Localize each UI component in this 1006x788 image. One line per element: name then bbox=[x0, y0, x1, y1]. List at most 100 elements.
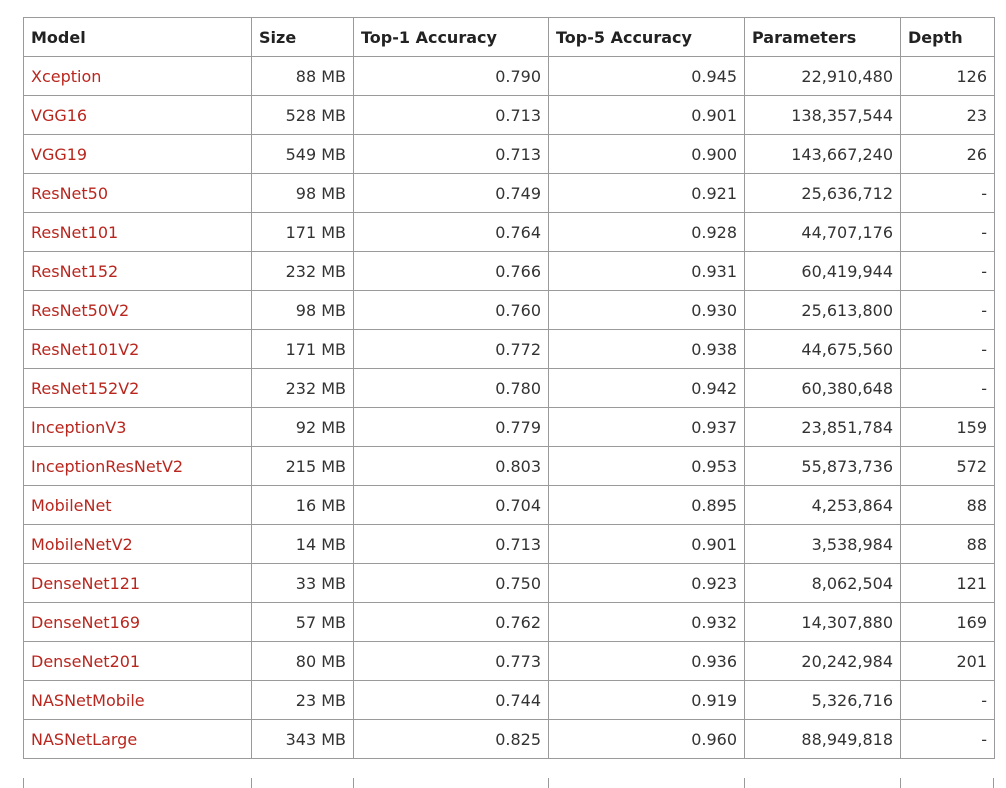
cell: 23 bbox=[900, 95, 995, 135]
cell: 171 MB bbox=[251, 329, 354, 369]
cell: 121 bbox=[900, 563, 995, 603]
model-link[interactable]: MobileNetV2 bbox=[23, 524, 252, 564]
table-row: MobileNet 16 MB 0.704 0.895 4,253,864 88 bbox=[23, 485, 995, 525]
table-row: InceptionV3 92 MB 0.779 0.937 23,851,784 159 bbox=[23, 407, 995, 447]
cell: 0.931 bbox=[548, 251, 745, 291]
model-link[interactable]: DenseNet169 bbox=[23, 602, 252, 642]
model-link[interactable]: InceptionResNetV2 bbox=[23, 446, 252, 486]
cell: 343 MB bbox=[251, 719, 354, 759]
cell: 143,667,240 bbox=[744, 134, 901, 174]
model-link[interactable]: DenseNet201 bbox=[23, 641, 252, 681]
model-link[interactable]: ResNet50V2 bbox=[23, 290, 252, 330]
model-link[interactable]: VGG16 bbox=[23, 95, 252, 135]
cell: 25,613,800 bbox=[744, 290, 901, 330]
cell: 0.901 bbox=[548, 524, 745, 564]
cell: 0.772 bbox=[353, 329, 549, 369]
cell: 25,636,712 bbox=[744, 173, 901, 213]
cell: 60,419,944 bbox=[744, 251, 901, 291]
model-link[interactable]: ResNet50 bbox=[23, 173, 252, 213]
cell: - bbox=[900, 212, 995, 252]
cell: 0.780 bbox=[353, 368, 549, 408]
cell: 88,949,818 bbox=[744, 719, 901, 759]
cell: - bbox=[900, 251, 995, 291]
cell: 88 MB bbox=[251, 56, 354, 96]
table-row: ResNet152 232 MB 0.766 0.931 60,419,944- bbox=[23, 251, 995, 291]
cell: 0.919 bbox=[548, 680, 745, 720]
cell: 14 MB bbox=[251, 524, 354, 564]
cell: 5,326,716 bbox=[744, 680, 901, 720]
cell: - bbox=[900, 719, 995, 759]
cell: 0.773 bbox=[353, 641, 549, 681]
cell: 0.930 bbox=[548, 290, 745, 330]
table-row: Xception 88 MB 0.790 0.945 22,910,480 126 bbox=[23, 56, 995, 96]
table-row: ResNet50 98 MB 0.749 0.921 25,636,712- bbox=[23, 173, 995, 213]
cell: 33 MB bbox=[251, 563, 354, 603]
cell: 20,242,984 bbox=[744, 641, 901, 681]
model-link[interactable]: VGG19 bbox=[23, 134, 252, 174]
cell: - bbox=[900, 173, 995, 213]
cell: 171 MB bbox=[251, 212, 354, 252]
cell: 0.901 bbox=[548, 95, 745, 135]
model-link[interactable]: Xception bbox=[23, 56, 252, 96]
cell: 232 MB bbox=[251, 368, 354, 408]
cell: 0.749 bbox=[353, 173, 549, 213]
column-header: Size bbox=[251, 17, 354, 57]
cell: 0.766 bbox=[353, 251, 549, 291]
cell: 0.928 bbox=[548, 212, 745, 252]
table-row: ResNet152V2 232 MB 0.780 0.942 60,380,648- bbox=[23, 368, 995, 408]
cell: 44,707,176 bbox=[744, 212, 901, 252]
header-row: Model Size Top-1 Accuracy Top-5 Accuracy Par… bbox=[23, 17, 995, 57]
model-link[interactable]: ResNet101V2 bbox=[23, 329, 252, 369]
cell: 14,307,880 bbox=[744, 602, 901, 642]
cell: 215 MB bbox=[251, 446, 354, 486]
model-link[interactable]: InceptionV3 bbox=[23, 407, 252, 447]
cell: 201 bbox=[900, 641, 995, 681]
cell: 126 bbox=[900, 56, 995, 96]
cell: 88 bbox=[900, 524, 995, 564]
cell: 0.923 bbox=[548, 563, 745, 603]
table-row: ResNet50V2 98 MB 0.760 0.930 25,613,800- bbox=[23, 290, 995, 330]
model-link[interactable]: NASNetLarge bbox=[23, 719, 252, 759]
cell: 572 bbox=[900, 446, 995, 486]
cell: 0.744 bbox=[353, 680, 549, 720]
cell: 88 bbox=[900, 485, 995, 525]
cell: 0.760 bbox=[353, 290, 549, 330]
model-link[interactable]: ResNet152 bbox=[23, 251, 252, 291]
cell: - bbox=[900, 680, 995, 720]
cell: 169 bbox=[900, 602, 995, 642]
cell: 0.803 bbox=[353, 446, 549, 486]
table-row: NASNetMobile 23 MB 0.744 0.919 5,326,716- bbox=[23, 680, 995, 720]
cell: 44,675,560 bbox=[744, 329, 901, 369]
column-header: Top-1 Accuracy bbox=[353, 17, 549, 57]
cell: 549 MB bbox=[251, 134, 354, 174]
table-row: DenseNet169 57 MB 0.762 0.932 14,307,880 169 bbox=[23, 602, 995, 642]
cell: 26 bbox=[900, 134, 995, 174]
cell: 0.750 bbox=[353, 563, 549, 603]
cell: 159 bbox=[900, 407, 995, 447]
table-row: InceptionResNetV2 215 MB 0.803 0.953 55,873,… bbox=[23, 446, 995, 486]
cell: 98 MB bbox=[251, 173, 354, 213]
cell: 0.895 bbox=[548, 485, 745, 525]
cell: 3,538,984 bbox=[744, 524, 901, 564]
cell: 0.942 bbox=[548, 368, 745, 408]
cell: 16 MB bbox=[251, 485, 354, 525]
cell: 57 MB bbox=[251, 602, 354, 642]
cell: 4,253,864 bbox=[744, 485, 901, 525]
cell: 0.932 bbox=[548, 602, 745, 642]
model-link[interactable]: ResNet152V2 bbox=[23, 368, 252, 408]
model-link[interactable]: DenseNet121 bbox=[23, 563, 252, 603]
model-link[interactable]: NASNetMobile bbox=[23, 680, 252, 720]
cell: 0.953 bbox=[548, 446, 745, 486]
table-row: DenseNet121 33 MB 0.750 0.923 8,062,504 121 bbox=[23, 563, 995, 603]
cell: 0.936 bbox=[548, 641, 745, 681]
cell: 8,062,504 bbox=[744, 563, 901, 603]
cell: 0.713 bbox=[353, 134, 549, 174]
cell: 0.921 bbox=[548, 173, 745, 213]
cell: 23,851,784 bbox=[744, 407, 901, 447]
cell: 0.713 bbox=[353, 95, 549, 135]
column-header: Top-5 Accuracy bbox=[548, 17, 745, 57]
table-row: ResNet101V2 171 MB 0.772 0.938 44,675,560- bbox=[23, 329, 995, 369]
cell: - bbox=[900, 368, 995, 408]
model-link[interactable]: ResNet101 bbox=[23, 212, 252, 252]
model-link[interactable]: MobileNet bbox=[23, 485, 252, 525]
